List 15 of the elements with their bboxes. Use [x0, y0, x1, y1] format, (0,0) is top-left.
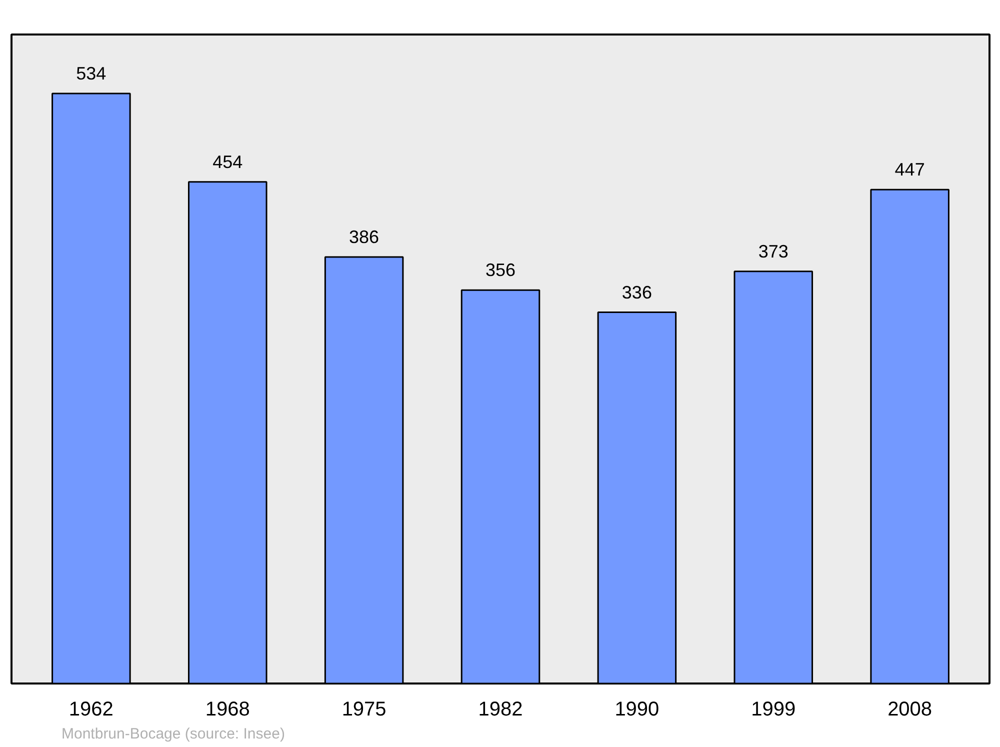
text: Montbrun-Bocage (source: Insee) [62, 726, 285, 742]
x-tick-label: 1999 [751, 698, 796, 720]
data-label: 386 [349, 227, 380, 248]
data-label: 447 [894, 160, 925, 180]
data-label: 534 [76, 64, 106, 84]
data-label: 336 [622, 282, 652, 302]
x-tick-label: 1990 [614, 698, 660, 720]
x-tick-label: 2008 [888, 698, 932, 720]
x-tick-label: 1975 [342, 698, 386, 720]
x-tick-label: 1968 [205, 698, 250, 720]
x-tick-label: 1962 [68, 698, 114, 720]
data-label: 454 [212, 152, 243, 172]
x-tick-label: 1982 [478, 698, 523, 720]
data-label: 356 [485, 260, 516, 280]
data-label: 373 [758, 241, 788, 262]
